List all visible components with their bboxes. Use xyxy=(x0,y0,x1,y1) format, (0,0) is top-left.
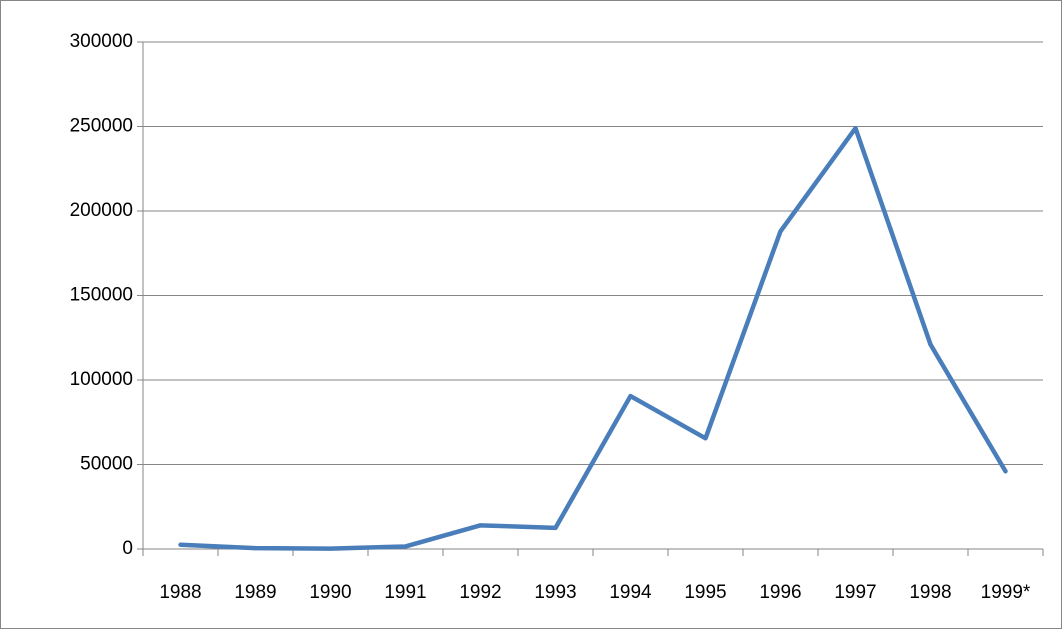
x-tick-label: 1998 xyxy=(909,582,951,603)
x-tick-label: 1990 xyxy=(309,582,351,603)
y-tick-label: 0 xyxy=(122,538,133,559)
data-line xyxy=(178,125,1008,551)
x-tick-label: 1997 xyxy=(834,582,876,603)
x-tick-label: 1988 xyxy=(159,582,201,603)
x-tick-label: 1991 xyxy=(384,582,426,603)
y-tick-label: 200000 xyxy=(70,200,133,221)
x-tick-label: 1995 xyxy=(684,582,726,603)
x-tick-label: 1989 xyxy=(234,582,276,603)
x-tick-label: 1994 xyxy=(609,582,652,603)
y-tick-label: 300000 xyxy=(70,31,133,52)
y-tick-label: 100000 xyxy=(70,369,133,390)
y-tick-label: 50000 xyxy=(80,454,133,475)
y-tick-label: 250000 xyxy=(70,116,133,137)
x-tick-label: 1999* xyxy=(981,582,1031,603)
x-tick-label: 1996 xyxy=(759,582,801,603)
x-tick-label: 1992 xyxy=(459,582,501,603)
y-tick-label: 150000 xyxy=(70,285,133,306)
x-tick-label: 1993 xyxy=(534,582,576,603)
